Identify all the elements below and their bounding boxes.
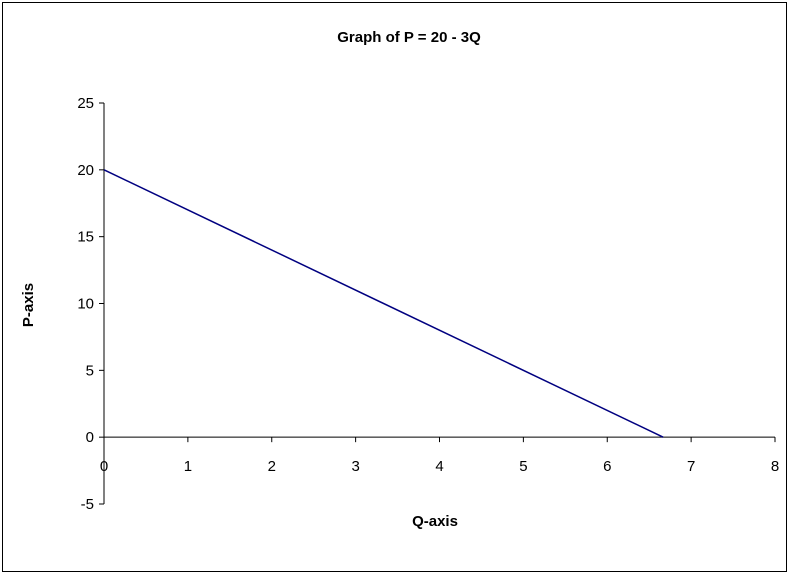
x-tick-label: 2 bbox=[268, 458, 276, 475]
x-tick-label: 6 bbox=[603, 458, 611, 475]
x-tick-label: 1 bbox=[184, 458, 192, 475]
series-line bbox=[103, 169, 664, 438]
x-axis: 0 1 2 3 4 5 6 7 8 bbox=[100, 436, 779, 475]
y-axis: 25 20 15 10 5 0 -5 bbox=[77, 95, 105, 513]
y-tick-label: 20 bbox=[77, 162, 94, 179]
y-axis-title: P-axis bbox=[20, 283, 37, 327]
line-chart: Graph of P = 20 - 3Q 25 20 15 10 5 0 -5 0 1 2 3 4 5… bbox=[20, 29, 779, 530]
y-tick-label: 0 bbox=[86, 429, 94, 446]
chart-title: Graph of P = 20 - 3Q bbox=[337, 29, 481, 46]
y-tick-label: 15 bbox=[77, 229, 94, 246]
x-tick-label: 3 bbox=[351, 458, 359, 475]
x-tick-label: 8 bbox=[771, 458, 779, 475]
x-axis-title: Q-axis bbox=[412, 513, 458, 530]
y-tick-label: 25 bbox=[77, 95, 94, 112]
x-tick-label: 5 bbox=[519, 458, 527, 475]
series-group bbox=[103, 169, 664, 438]
x-tick-label: 7 bbox=[687, 458, 695, 475]
y-tick-label: 5 bbox=[86, 362, 94, 379]
y-tick-label: 10 bbox=[77, 296, 94, 313]
x-tick-label: 4 bbox=[435, 458, 443, 475]
y-tick-label: -5 bbox=[81, 496, 94, 513]
x-tick-label: 0 bbox=[100, 458, 108, 475]
